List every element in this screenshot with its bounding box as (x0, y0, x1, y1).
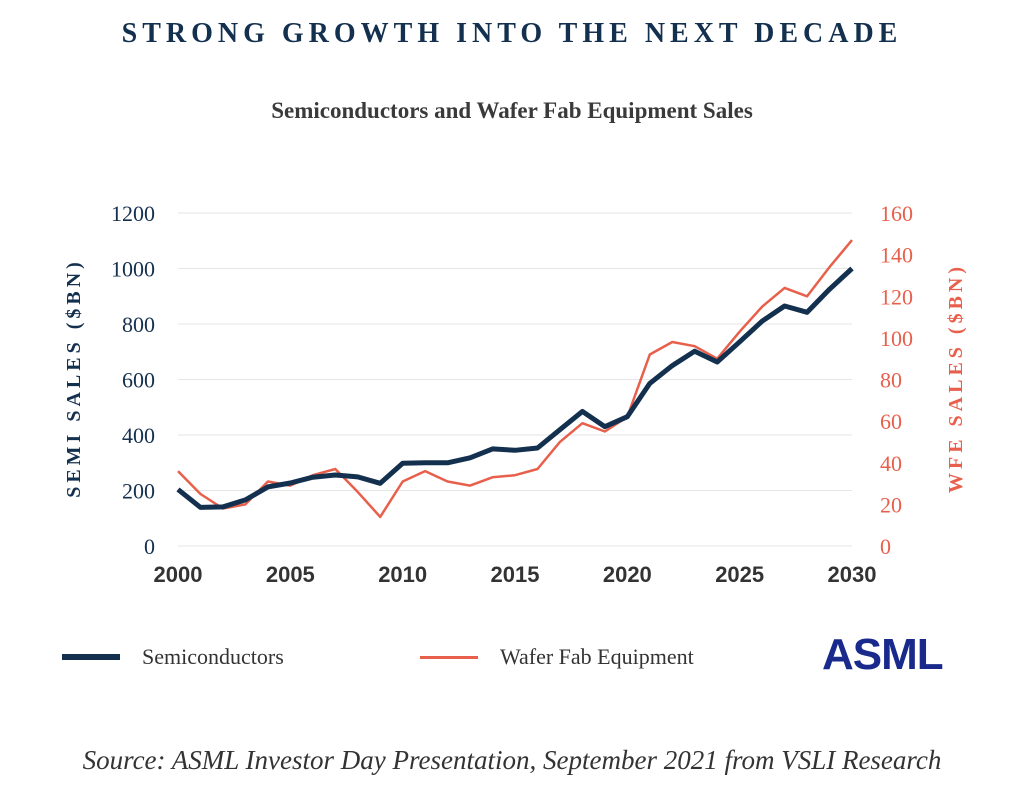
y-tick-label-right: 100 (880, 326, 913, 351)
x-tick-label: 2010 (378, 562, 427, 587)
x-tick-label: 2025 (715, 562, 764, 587)
y-tick-label-right: 160 (880, 201, 913, 226)
x-tick-label: 2030 (828, 562, 877, 587)
y-tick-label-left: 1000 (111, 257, 155, 282)
y-axis-title-right: WFE SALES ($BN) (945, 263, 967, 493)
legend-label-semiconductors: Semiconductors (142, 644, 284, 669)
y-tick-label-left: 0 (144, 534, 155, 559)
y-tick-label-left: 600 (122, 368, 155, 393)
source-caption: Source: ASML Investor Day Presentation, … (82, 745, 942, 775)
legend-item-semiconductors: Semiconductors (62, 640, 284, 674)
x-tick-label: 2015 (491, 562, 540, 587)
legend-label-wafer-fab-equipment: Wafer Fab Equipment (500, 644, 694, 669)
legend-swatch-semiconductors (62, 654, 120, 660)
y-tick-label-left: 800 (122, 312, 155, 337)
legend-item-wafer-fab-equipment: Wafer Fab Equipment (420, 640, 694, 674)
chart-title: Semiconductors and Wafer Fab Equipment S… (271, 98, 753, 123)
y-tick-label-left: 200 (122, 479, 155, 504)
y-tick-label-right: 120 (880, 284, 913, 309)
x-tick-label: 2020 (603, 562, 652, 587)
series-line-wafer-fab-equipment (177, 239, 853, 519)
legend-swatch-wafer-fab-equipment (420, 655, 478, 659)
y-tick-label-right: 0 (880, 534, 891, 559)
y-tick-label-right: 20 (880, 492, 902, 517)
x-tick-label: 2000 (154, 562, 203, 587)
y-axis-title-left: SEMI SALES ($BN) (63, 258, 85, 498)
y-tick-label-right: 140 (880, 243, 913, 268)
y-tick-label-right: 60 (880, 409, 902, 434)
x-tick-label: 2005 (266, 562, 315, 587)
asml-logo: ASML (822, 630, 944, 679)
series-line-semiconductors (176, 266, 854, 510)
page-headline: STRONG GROWTH INTO THE NEXT DECADE (121, 18, 903, 49)
y-tick-label-left: 1200 (111, 201, 155, 226)
line-chart: 0 200 400 600 800 1000 1200 0 20 40 60 80 100 120 140 1… (63, 201, 967, 587)
y-tick-label-right: 80 (880, 368, 902, 393)
y-tick-label-left: 400 (122, 423, 155, 448)
y-tick-label-right: 40 (880, 451, 902, 476)
